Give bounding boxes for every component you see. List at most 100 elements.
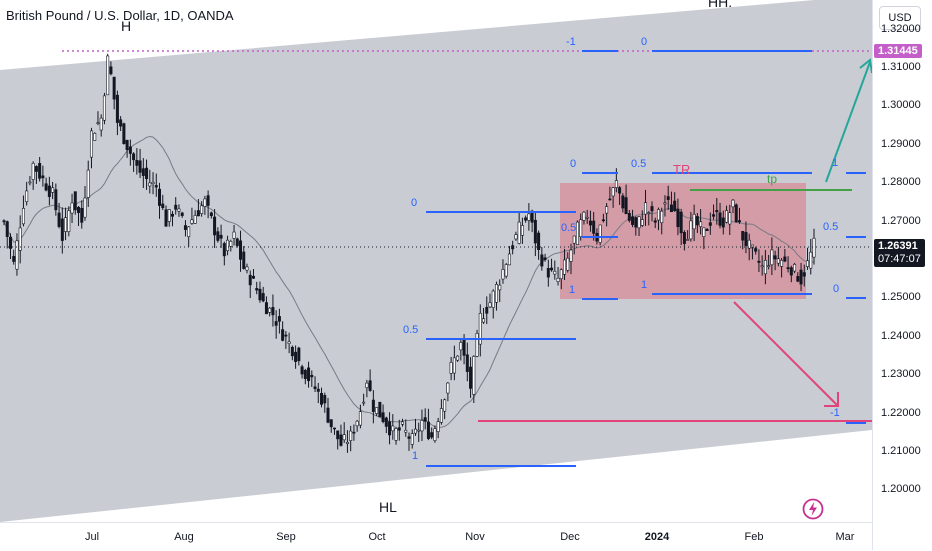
candle [498, 279, 502, 302]
candle [145, 159, 149, 190]
candle [365, 379, 369, 398]
candles [2, 53, 816, 453]
candle [809, 238, 813, 275]
candle [18, 215, 22, 264]
candle [478, 304, 482, 357]
candle [640, 210, 644, 227]
candle [773, 250, 777, 271]
candle [60, 207, 64, 254]
candle [151, 172, 155, 195]
candle [624, 184, 628, 215]
price-tick: 1.27000 [881, 214, 921, 227]
price-tick: 1.29000 [881, 137, 921, 150]
candle [572, 235, 576, 255]
fib-label: 0 [641, 36, 648, 48]
candle [459, 339, 463, 361]
price-chart[interactable] [0, 0, 872, 522]
candle [656, 207, 660, 231]
candle [494, 281, 498, 311]
candle [689, 211, 693, 242]
candle [261, 286, 265, 303]
candle [294, 345, 298, 369]
candle [112, 76, 116, 110]
candle [180, 211, 184, 218]
candle [712, 204, 716, 220]
time-tick: Jul [84, 531, 100, 543]
hh-top-label: HH. [708, 0, 733, 10]
currency-button[interactable]: USD [879, 6, 921, 30]
time-tick: Aug [174, 531, 194, 543]
candle [310, 370, 314, 387]
candle [358, 404, 362, 429]
price-scale[interactable]: USD 1.32000 1.31000 1.30000 1.29000 1.28000 1… [872, 0, 932, 550]
candle [93, 132, 97, 141]
candle [329, 419, 333, 433]
price-tick: 1.23000 [881, 368, 921, 381]
candle [141, 158, 145, 188]
candle [300, 364, 304, 379]
candle [676, 198, 680, 236]
candle [786, 256, 790, 273]
candle [799, 262, 803, 292]
candle [102, 92, 106, 125]
candle [290, 345, 294, 361]
candle [336, 430, 340, 450]
candle [381, 404, 385, 424]
candle [744, 221, 748, 254]
candle [203, 195, 207, 215]
candle [443, 398, 447, 420]
candle [553, 260, 557, 280]
candle [517, 211, 521, 245]
symbol-title[interactable]: British Pound / U.S. Dollar, 1D, OANDA [6, 8, 234, 23]
candle [397, 419, 401, 441]
tradingview-logo-icon[interactable] [802, 498, 824, 520]
candle [219, 224, 223, 248]
candle [611, 186, 615, 208]
candle [138, 148, 142, 178]
candle [760, 255, 764, 276]
candle [345, 430, 349, 453]
candle [715, 197, 719, 225]
candle [125, 139, 129, 158]
last-price-value: 1.26391 [878, 240, 918, 252]
chart-pane[interactable]: British Pound / U.S. Dollar, 1D, OANDA H… [0, 0, 872, 522]
fib-label: -1 [566, 36, 576, 48]
candle [73, 191, 77, 215]
candle [663, 195, 667, 217]
candle [767, 255, 771, 270]
time-tick: Nov [465, 531, 485, 543]
candle [297, 346, 301, 366]
candle [456, 355, 460, 362]
candle [44, 177, 48, 192]
candle [757, 249, 761, 273]
time-scale[interactable]: Jul Aug Sep Oct Nov Dec 2024 Feb Mar [0, 522, 872, 551]
candle [469, 357, 473, 398]
candle [731, 199, 735, 214]
candle [585, 209, 589, 224]
candle [135, 148, 139, 175]
candle [281, 321, 285, 342]
price-tick: 1.28000 [881, 176, 921, 189]
candle [277, 308, 281, 334]
candle [158, 182, 162, 219]
candle [705, 227, 709, 231]
price-tick: 1.22000 [881, 406, 921, 419]
candle [692, 204, 696, 242]
candle [394, 426, 398, 445]
candle [51, 181, 55, 200]
candle [582, 210, 586, 225]
candle [420, 409, 424, 441]
candle [679, 208, 683, 246]
fib-label: 1 [412, 450, 419, 462]
candle [245, 263, 249, 274]
price-tick: 1.31000 [881, 61, 921, 74]
candle [423, 408, 427, 430]
candle [721, 210, 725, 235]
candle [783, 248, 787, 263]
candle [669, 191, 673, 213]
candle [537, 230, 541, 260]
candle [313, 376, 317, 393]
candle [540, 247, 544, 271]
fib-label: -1 [830, 407, 840, 419]
forecast-up-arrow [825, 58, 872, 183]
